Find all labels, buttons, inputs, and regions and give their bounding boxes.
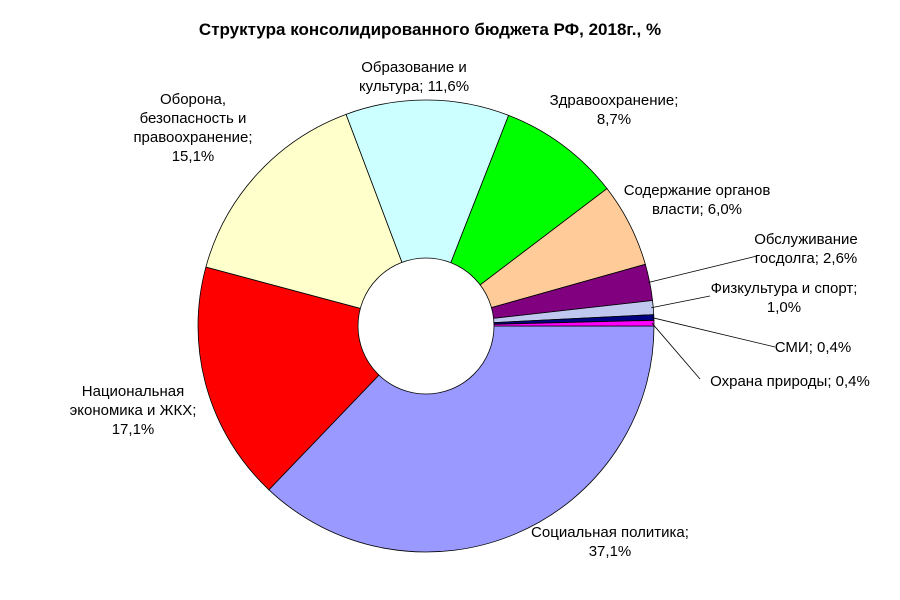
- data-label-2-line-3: 17,1%: [112, 421, 155, 438]
- data-label-6-line-1: Содержание органов: [624, 182, 771, 199]
- donut-hole: [357, 257, 495, 395]
- data-label-1: Социальная политика; 37,1%: [531, 524, 689, 560]
- leader-line-7: [647, 255, 758, 284]
- data-label-10-line-1: Охрана природы; 0,4%: [710, 373, 870, 390]
- pie-slice-3: [205, 113, 427, 327]
- data-label-6-line-2: власти; 6,0%: [652, 201, 742, 218]
- data-label-7-line-2: госдолга; 2,6%: [755, 250, 858, 267]
- data-label-10: Охрана природы; 0,4%: [710, 373, 870, 390]
- chart-title: Структура консолидированного бюджета РФ,…: [199, 20, 661, 39]
- data-label-2-line-2: экономика и ЖКХ;: [70, 402, 197, 419]
- data-label-9: СМИ; 0,4%: [775, 339, 851, 356]
- data-label-2: Национальная экономика и ЖКХ; 17,1%: [70, 383, 197, 438]
- data-label-3-line-4: 15,1%: [172, 148, 215, 165]
- leader-line-8: [651, 295, 711, 309]
- data-label-4-line-1: Образование и: [361, 59, 467, 76]
- data-label-3-line-2: безопасность и: [140, 110, 247, 127]
- data-label-7: Обслуживание госдолга; 2,6%: [754, 231, 858, 267]
- data-label-5-line-1: Здравоохранение;: [550, 92, 679, 109]
- data-label-1-line-1: Социальная политика;: [531, 524, 689, 541]
- leader-line-9: [651, 317, 776, 348]
- pie-slice-5: [425, 114, 608, 328]
- data-label-4: Образование и культура; 11,6%: [359, 59, 469, 95]
- data-label-9-line-1: СМИ; 0,4%: [775, 339, 851, 356]
- data-label-4-line-2: культура; 11,6%: [359, 78, 469, 95]
- data-label-7-line-1: Обслуживание: [754, 231, 858, 248]
- data-label-3-line-1: Оборона,: [160, 91, 226, 108]
- data-label-6: Содержание органов власти; 6,0%: [624, 182, 771, 218]
- data-label-1-line-2: 37,1%: [589, 543, 632, 560]
- leader-lines: [647, 255, 776, 380]
- data-label-5: Здравоохранение; 8,7%: [550, 92, 679, 128]
- pie-slice-4: [345, 99, 510, 328]
- pie-slice-1: [268, 325, 655, 553]
- data-label-3-line-3: правоохранение;: [133, 129, 252, 146]
- data-label-8-line-2: 1,0%: [767, 299, 801, 316]
- data-label-2-line-1: Национальная: [82, 383, 184, 400]
- data-label-5-line-2: 8,7%: [597, 111, 631, 128]
- data-labels: Социальная политика; 37,1% Национальная эко…: [70, 59, 870, 560]
- leader-line-10: [651, 322, 701, 380]
- data-label-8: Физкультура и спорт; 1,0%: [711, 280, 858, 316]
- data-label-3: Оборона, безопасность и правоохранение; 15,…: [133, 91, 252, 165]
- data-label-8-line-1: Физкультура и спорт;: [711, 280, 858, 297]
